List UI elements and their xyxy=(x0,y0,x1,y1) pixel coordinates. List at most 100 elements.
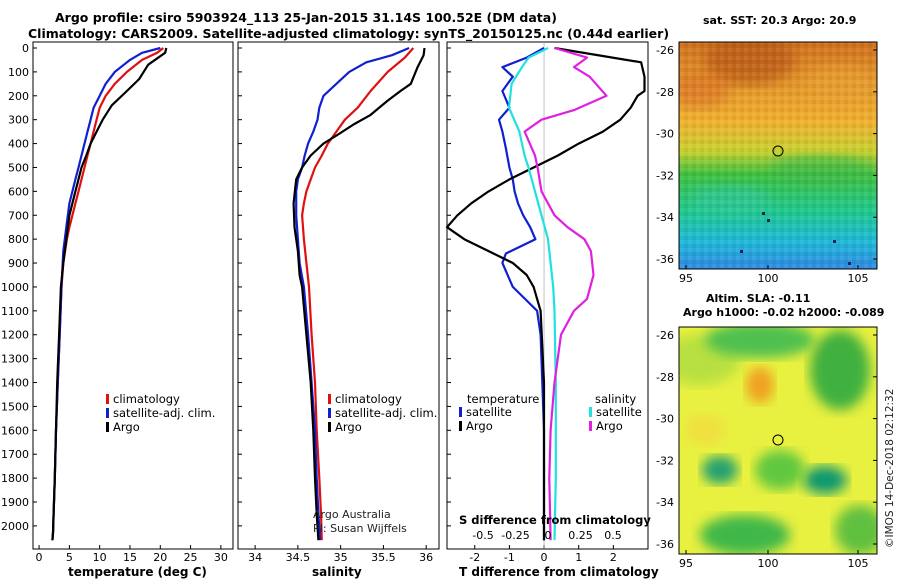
x-tick-label: 36 xyxy=(419,551,433,564)
x-tick-label: 15 xyxy=(123,551,137,564)
sst-map-title: sat. SST: 20.3 Argo: 20.9 xyxy=(703,14,856,27)
temperature-series xyxy=(51,46,168,541)
x-tick-label: 20 xyxy=(153,551,167,564)
depth-tick-label: 500 xyxy=(8,161,29,174)
series-line-argo xyxy=(51,47,168,541)
depth-tick-label: 400 xyxy=(8,138,29,151)
legend-label-climatology: climatology xyxy=(113,392,180,406)
x-tick-label: 34.5 xyxy=(286,551,311,564)
s-tick-label: -0.25 xyxy=(501,529,529,542)
depth-tick-label: 1000 xyxy=(1,281,29,294)
map-x-tick-label: 105 xyxy=(848,557,869,570)
depth-tick-label: 1600 xyxy=(1,424,29,437)
legend-label-satellite: satellite-adj. clim. xyxy=(335,406,437,420)
x-tick-label: 0 xyxy=(541,551,548,564)
depth-tick-label: 900 xyxy=(8,257,29,270)
x-tick-label: 35 xyxy=(334,551,348,564)
map-x-tick-label: 100 xyxy=(758,557,779,570)
map-y-tick-label: -34 xyxy=(656,496,674,509)
salinity-panel: 34 34.5 35 35.5 36 climatology satellite-adj… xyxy=(237,41,440,579)
x-tick-label: 35.5 xyxy=(371,551,396,564)
sla-map-title-2: Argo h1000: -0.02 h2000: -0.089 xyxy=(683,306,884,319)
series-line-satellite-adj-clim- xyxy=(51,46,161,541)
pi-credit: PI: Susan Wijffels xyxy=(313,522,407,535)
legend-swatch-climatology xyxy=(328,394,331,404)
difference-x-axis: -2 -1 0 1 2 xyxy=(469,545,617,564)
legend-swatch-satellite xyxy=(328,408,331,418)
depth-tick-label: 100 xyxy=(8,66,29,79)
legend-label-t-argo: Argo xyxy=(466,419,493,433)
salinity-axes-frame xyxy=(237,41,440,550)
map-y-tick-label: -28 xyxy=(656,86,674,99)
legend-swatch-argo xyxy=(328,422,331,432)
sla-map-frame xyxy=(678,326,878,555)
map-y-tick-label: -32 xyxy=(656,454,674,467)
depth-tick-label: 1800 xyxy=(1,472,29,485)
sla-argo-location-marker xyxy=(772,434,784,446)
sla-map-image xyxy=(679,327,877,554)
legend-swatch-satellite xyxy=(106,408,109,418)
map-x-tick-label: 105 xyxy=(848,272,869,285)
sst-map-frame xyxy=(678,41,878,270)
legend-swatch-argo xyxy=(106,422,109,432)
legend-label-s-argo: Argo xyxy=(596,419,623,433)
salinity-xlabel: salinity xyxy=(312,565,362,579)
depth-tick-label: 0 xyxy=(22,42,29,55)
depth-tick-label: 200 xyxy=(8,90,29,103)
salinity-series xyxy=(292,46,426,541)
series-line-satellite-adj-clim- xyxy=(295,46,410,541)
map-y-tick-label: -36 xyxy=(656,538,674,551)
temperature-xlabel: temperature (deg C) xyxy=(68,565,207,579)
imos-credit: ©IMOS 14-Dec-2018 02:12:32 xyxy=(884,389,896,548)
x-tick-label: 5 xyxy=(66,551,73,564)
map-y-tick-label: -26 xyxy=(656,44,674,57)
series-line-argo xyxy=(292,47,426,541)
legend-swatch-t-argo xyxy=(459,421,462,431)
header-line-2: Climatology: CARS2009. Satellite-adjuste… xyxy=(28,26,669,42)
map-y-tick-label: -36 xyxy=(656,253,674,266)
map-y-tick-label: -30 xyxy=(656,413,674,426)
depth-tick-label: 1500 xyxy=(1,400,29,413)
legend-title-salinity: salinity xyxy=(595,392,636,406)
s-tick-label: 0.25 xyxy=(568,529,593,542)
map-x-tick-label: 95 xyxy=(679,557,693,570)
sst-map-panel: sat. SST: 20.3 Argo: 20.9 95 100 105 -26 -28… xyxy=(656,14,878,285)
s-tick-label: -0.5 xyxy=(472,529,493,542)
sla-map-title-1: Altim. SLA: -0.11 xyxy=(706,292,810,305)
salinity-x-axis: 34 34.5 35 35.5 36 xyxy=(248,545,433,564)
map-y-tick-label: -28 xyxy=(656,371,674,384)
depth-tick-label: 1700 xyxy=(1,448,29,461)
legend-label-satellite: satellite-adj. clim. xyxy=(113,406,215,420)
temperature-axes-frame xyxy=(32,41,234,550)
temperature-x-axis: 0 5 10 15 20 25 30 xyxy=(36,545,228,564)
legend-swatch-s-satellite xyxy=(589,407,592,417)
x-tick-label: -1 xyxy=(504,551,515,564)
series-line-climatology xyxy=(301,47,415,541)
depth-axis: 0 100 200 300 400 500 600 700 800 900 1000 1100 1200… xyxy=(1,42,451,533)
map-y-tick-label: -32 xyxy=(656,169,674,182)
map-y-tick-label: -34 xyxy=(656,211,674,224)
legend-label-argo: Argo xyxy=(113,420,140,434)
legend-label-argo: Argo xyxy=(335,420,362,434)
x-tick-label: 0 xyxy=(36,551,43,564)
difference-legend: temperature salinity satellite Argo sate… xyxy=(459,392,642,433)
x-tick-label: 30 xyxy=(214,551,228,564)
legend-swatch-climatology xyxy=(106,394,109,404)
sst-argo-location-marker xyxy=(772,145,784,157)
legend-swatch-s-argo xyxy=(589,421,592,431)
sla-map-panel: Altim. SLA: -0.11 Argo h1000: -0.02 h200… xyxy=(656,292,884,570)
depth-tick-label: 800 xyxy=(8,233,29,246)
difference-axes-frame xyxy=(446,41,649,550)
map-y-tick-label: -30 xyxy=(656,128,674,141)
x-tick-label: -2 xyxy=(469,551,480,564)
depth-tick-label: 700 xyxy=(8,209,29,222)
depth-tick-label: 1400 xyxy=(1,377,29,390)
s-difference-label: S difference from climatology xyxy=(459,513,651,527)
depth-tick-label: 1300 xyxy=(1,353,29,366)
legend-label-t-satellite: satellite xyxy=(466,405,512,419)
depth-tick-label: 600 xyxy=(8,185,29,198)
salinity-difference-axis: -0.5 -0.25 0 0.25 0.5 xyxy=(472,529,621,542)
depth-tick-label: 1100 xyxy=(1,305,29,318)
series-line-t-argo xyxy=(445,46,646,541)
